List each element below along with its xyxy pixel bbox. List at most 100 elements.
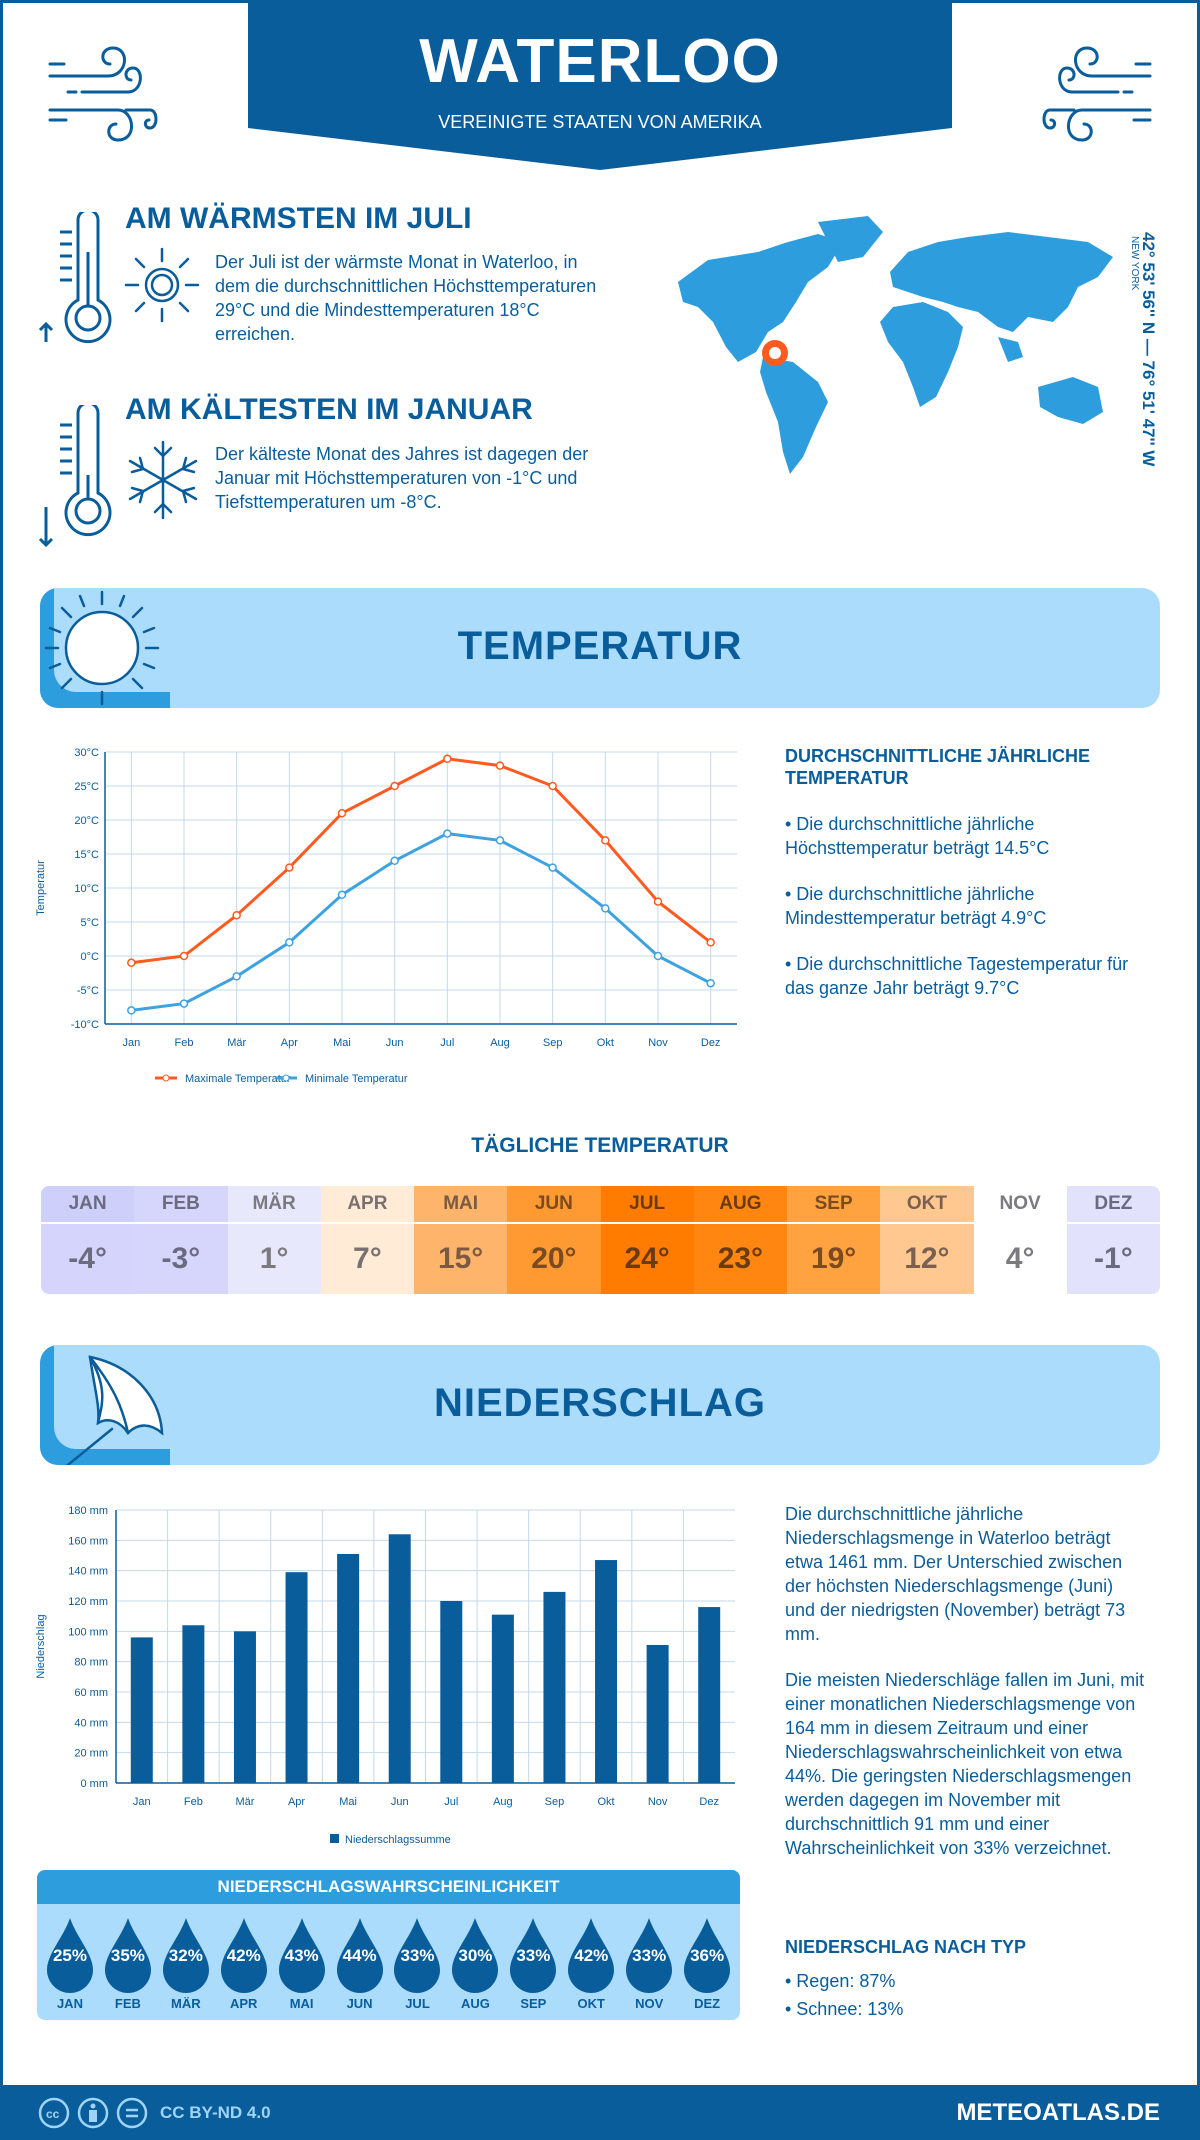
probability-dez: 36% DEZ xyxy=(678,1904,736,2011)
y-tick-label: 5°C xyxy=(81,917,100,929)
snowflake-icon xyxy=(128,440,198,520)
site-link[interactable]: METEOATLAS.DE xyxy=(956,2099,1160,2126)
month-label: NOV xyxy=(973,1186,1067,1224)
data-point xyxy=(390,856,399,866)
y-tick-label: 40 mm xyxy=(74,1717,108,1729)
raindrop-icon xyxy=(452,1918,499,1993)
y-tick-label: 100 mm xyxy=(68,1626,108,1638)
data-point xyxy=(653,897,663,906)
data-point xyxy=(179,951,189,961)
x-tick-label: Jan xyxy=(122,1037,140,1049)
x-tick-label: Mär xyxy=(227,1037,246,1049)
daily-temp-jan: JAN -4° xyxy=(41,1186,135,1294)
bar xyxy=(440,1601,463,1783)
data-point xyxy=(548,781,557,791)
probability-value: 42% xyxy=(574,1946,609,1965)
header-banner xyxy=(248,0,952,170)
y-tick-label: 120 mm xyxy=(68,1596,108,1608)
month-label: JUL xyxy=(600,1186,694,1224)
probability-value: 30% xyxy=(458,1946,493,1965)
x-tick-label: Sep xyxy=(545,1796,565,1808)
temp-value: 12° xyxy=(880,1224,974,1294)
month-label: APR xyxy=(320,1186,414,1224)
raindrop-icon xyxy=(220,1918,267,1993)
coordinates-text: 42° 53' 56'' N — 76° 51' 47'' W xyxy=(1139,232,1158,467)
probability-month: SEP xyxy=(520,1996,547,2011)
probability-month: AUG xyxy=(460,1996,490,2011)
probability-value: 33% xyxy=(516,1946,551,1965)
x-tick-label: Jun xyxy=(391,1796,409,1808)
footer: cc CC BY-ND 4.0 METEOATLAS.DE xyxy=(0,2085,1200,2140)
data-point xyxy=(706,978,715,988)
coldest-title: AM KÄLTESTEN IM JANUAR xyxy=(125,393,533,426)
daily-temp-feb: FEB -3° xyxy=(134,1186,228,1294)
probability-mär: 32% MÄR xyxy=(157,1904,215,2011)
x-tick-label: Mär xyxy=(235,1796,254,1808)
probability-month: JUN xyxy=(346,1996,373,2011)
coldest-text: Der kälteste Monat des Jahres ist dagege… xyxy=(215,444,589,512)
location-marker-icon xyxy=(762,340,788,366)
data-point xyxy=(390,781,399,791)
world-map xyxy=(678,216,1113,474)
temperature-section-title: TEMPERATUR xyxy=(457,624,743,668)
annual-bullet-max: • Die durchschnittliche jährliche Höchst… xyxy=(785,814,1050,858)
month-label: OKT xyxy=(880,1186,974,1224)
x-tick-label: Jul xyxy=(440,1037,454,1049)
temp-value: 20° xyxy=(507,1224,601,1294)
annual-bullet-min: • Die durchschnittliche jährliche Mindes… xyxy=(785,884,1047,928)
no-derivatives-icon xyxy=(116,2097,148,2129)
data-point xyxy=(495,761,505,770)
data-point xyxy=(127,958,136,968)
umbrella-icon xyxy=(65,1355,164,1465)
x-tick-label: Mai xyxy=(333,1037,351,1049)
temp-value: 23° xyxy=(693,1224,787,1294)
probability-okt: 42% OKT xyxy=(562,1904,620,2011)
x-tick-label: Dez xyxy=(699,1796,719,1808)
legend-swatch xyxy=(330,1834,339,1843)
license-icons: cc xyxy=(38,2097,148,2129)
y-tick-label: 80 mm xyxy=(74,1657,108,1669)
y-tick-label: 20 mm xyxy=(74,1748,108,1760)
raindrop-icon xyxy=(46,1918,93,1993)
thermometer-cold-icon xyxy=(38,405,112,548)
x-tick-label: Aug xyxy=(490,1037,510,1049)
probability-value: 33% xyxy=(400,1946,435,1965)
data-point xyxy=(337,890,347,900)
probability-apr: 42% APR xyxy=(215,1904,273,2011)
x-tick-label: Nov xyxy=(648,1037,668,1049)
temp-value: -3° xyxy=(134,1224,228,1294)
daily-temp-nov: NOV 4° xyxy=(973,1186,1067,1294)
month-label: MAI xyxy=(414,1186,508,1224)
city-title: WATERLOO xyxy=(419,27,781,96)
y-tick-label: 180 mm xyxy=(68,1505,108,1517)
raindrop-icon xyxy=(684,1918,731,1993)
y-tick-label: 0 mm xyxy=(81,1778,109,1790)
y-tick-label: 20°C xyxy=(74,815,99,827)
y-tick-label: -10°C xyxy=(71,1019,99,1031)
daily-temp-apr: APR 7° xyxy=(320,1186,414,1294)
raindrop-icon xyxy=(162,1918,209,1993)
data-point xyxy=(179,999,189,1008)
probability-feb: 35% FEB xyxy=(99,1904,157,2011)
daily-temp-mär: MÄR 1° xyxy=(227,1186,321,1294)
y-tick-label: 60 mm xyxy=(74,1687,108,1699)
x-tick-label: Nov xyxy=(648,1796,668,1808)
x-tick-label: Apr xyxy=(288,1796,305,1808)
month-label: AUG xyxy=(693,1186,787,1224)
probability-jan: 25% JAN xyxy=(41,1904,99,2011)
data-point xyxy=(443,829,452,838)
daily-temperature-title: TÄGLICHE TEMPERATUR xyxy=(471,1134,729,1157)
thermometer-warm-icon xyxy=(38,212,112,344)
bar xyxy=(285,1572,308,1783)
y-axis-label: Temperatur xyxy=(35,860,47,916)
wind-icon-left xyxy=(48,46,158,142)
raindrop-icon xyxy=(626,1918,673,1993)
x-tick-label: Feb xyxy=(175,1037,194,1049)
cc-icon xyxy=(38,2097,70,2129)
probability-month: MAI xyxy=(289,1996,314,2011)
probability-month: MÄR xyxy=(171,1996,201,2011)
bar xyxy=(491,1614,514,1783)
probability-value: 35% xyxy=(110,1946,145,1965)
probability-jun: 44% JUN xyxy=(331,1904,389,2011)
data-point xyxy=(285,863,294,872)
